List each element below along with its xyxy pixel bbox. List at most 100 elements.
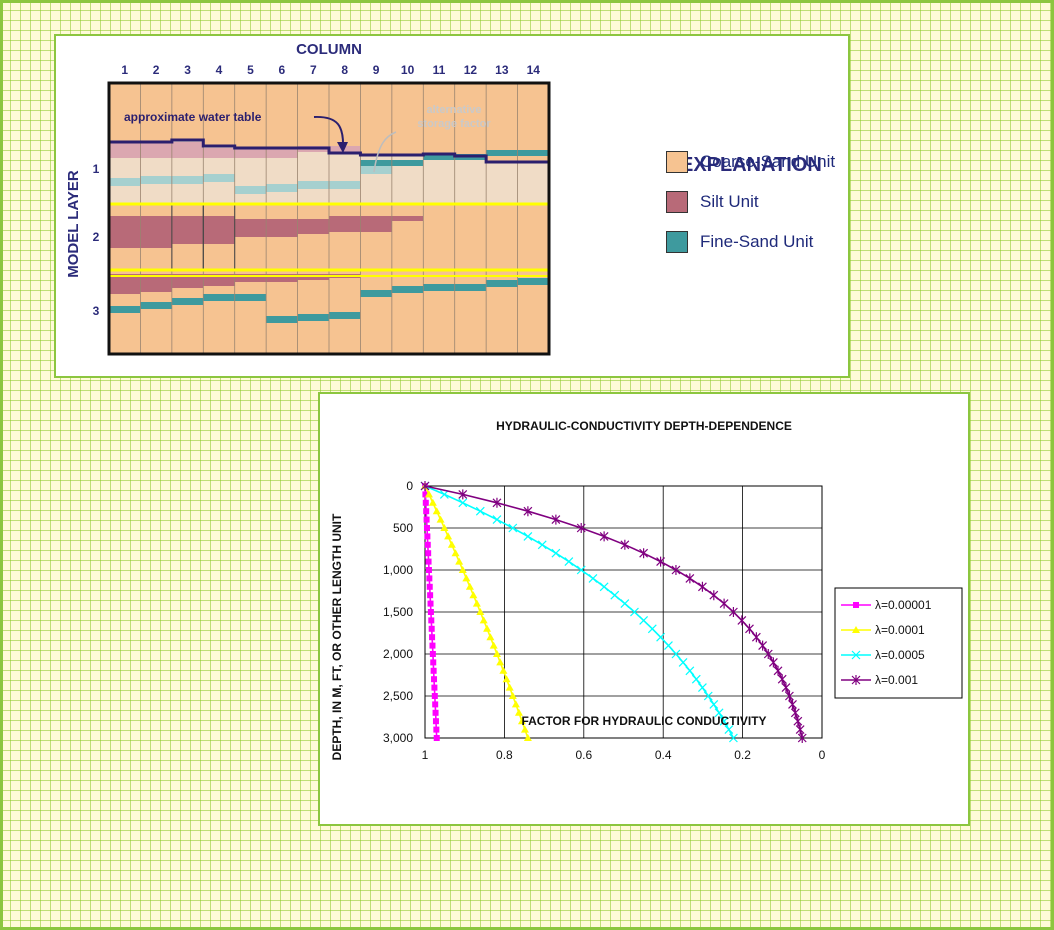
fine-sand-band bbox=[297, 314, 329, 321]
silt-band bbox=[297, 219, 329, 234]
explanation-title: EXPLANATION bbox=[680, 154, 822, 176]
series-marker-x bbox=[678, 657, 688, 667]
series-marker-square bbox=[424, 541, 431, 548]
series-marker-square bbox=[427, 600, 434, 607]
series-marker-x bbox=[599, 582, 609, 592]
model-layer-label: MODEL LAYER bbox=[65, 170, 82, 278]
series-marker-square bbox=[425, 558, 432, 565]
series-marker-star bbox=[719, 598, 729, 609]
series-marker-square bbox=[432, 709, 439, 716]
series-marker-x bbox=[698, 683, 707, 693]
series-marker-triangle bbox=[508, 692, 517, 699]
series-marker-square bbox=[423, 525, 430, 531]
fine-sand-band bbox=[203, 294, 235, 301]
fine-sand-band bbox=[329, 312, 361, 319]
series-marker-star bbox=[797, 733, 807, 743]
column-label: 9 bbox=[373, 63, 380, 77]
coarse-sand-swatch bbox=[666, 151, 688, 173]
series-marker-triangle bbox=[486, 633, 495, 641]
layer1-light-zone bbox=[423, 154, 455, 204]
series-marker-square bbox=[429, 651, 436, 657]
fine-sand-light-band bbox=[360, 166, 392, 174]
storage-annotation-line1: alternative bbox=[426, 104, 481, 116]
series-marker-triangle bbox=[489, 641, 498, 649]
cross-section-panel: COLUMN 1 2 3 4 5 6 7 8 9 10 11 12 13 14 approximate w… bbox=[54, 34, 850, 378]
series-marker-triangle bbox=[520, 725, 529, 733]
series-marker-star bbox=[709, 590, 719, 601]
series-marker-x bbox=[647, 624, 657, 634]
chart-panel: HYDRAULIC-CONDUCTIVITY DEPTH-DEPENDENCE … bbox=[318, 392, 970, 826]
series-marker-star bbox=[737, 615, 747, 626]
series-marker-x bbox=[551, 548, 561, 558]
fine-sand-band bbox=[171, 298, 204, 305]
silt-light-band bbox=[203, 148, 298, 158]
column-label: 3 bbox=[184, 63, 191, 77]
series-marker-triangle bbox=[483, 624, 492, 632]
series-marker-x bbox=[714, 708, 724, 718]
series-marker-star bbox=[671, 565, 681, 575]
series-marker-x bbox=[724, 725, 734, 735]
layer1-light-zone bbox=[329, 153, 361, 204]
series-marker-x bbox=[851, 650, 861, 660]
y-tick-label: 1,000 bbox=[383, 563, 413, 577]
series-marker-x bbox=[691, 674, 701, 684]
series-marker-x bbox=[664, 641, 673, 651]
column-label: 12 bbox=[464, 63, 478, 77]
series-marker-triangle bbox=[458, 566, 467, 573]
series-marker-triangle bbox=[502, 675, 511, 683]
coarse-sand-label: Coarse-Sand Unit bbox=[700, 152, 836, 171]
series-marker-triangle bbox=[852, 626, 860, 633]
series-marker-star bbox=[777, 674, 787, 685]
x-tick-label: 0.2 bbox=[734, 748, 751, 762]
series-marker-x bbox=[671, 649, 681, 659]
series-marker-star bbox=[728, 607, 738, 617]
water-table-arrow-icon bbox=[337, 142, 348, 153]
series-marker-triangle bbox=[472, 599, 481, 607]
series-marker-star bbox=[795, 724, 805, 735]
series-marker-x bbox=[719, 716, 729, 726]
series-marker-square bbox=[429, 634, 436, 641]
series-marker-star bbox=[751, 632, 761, 643]
y-tick-label: 1,500 bbox=[383, 605, 413, 619]
column-label: 1 bbox=[121, 63, 128, 77]
series-marker-star bbox=[458, 489, 468, 500]
fine-sand-band bbox=[140, 302, 172, 309]
series-marker-square bbox=[432, 718, 439, 725]
series-marker-triangle bbox=[462, 574, 471, 582]
series-marker-square bbox=[427, 609, 434, 615]
layer1-light-zone bbox=[297, 148, 329, 204]
y-tick-label: 2,500 bbox=[383, 689, 413, 703]
series-marker-star bbox=[781, 682, 791, 693]
series-marker-square bbox=[423, 516, 430, 523]
fine-sand-band bbox=[109, 306, 141, 313]
series-marker-triangle bbox=[451, 549, 460, 557]
series-marker-x bbox=[439, 489, 449, 499]
series-marker-square bbox=[430, 667, 437, 674]
column-label: 8 bbox=[341, 63, 348, 77]
series-marker-square bbox=[423, 508, 430, 515]
series-marker-star bbox=[851, 675, 861, 685]
column-label: 4 bbox=[216, 63, 223, 77]
fine-sand-band bbox=[266, 316, 298, 323]
series-marker-square bbox=[422, 499, 429, 506]
series-marker-star bbox=[523, 506, 533, 517]
series-marker-star bbox=[698, 581, 707, 592]
series-marker-triangle bbox=[432, 507, 441, 515]
fine-sand-light-band bbox=[266, 184, 298, 192]
y-tick-label: 3,000 bbox=[383, 731, 413, 745]
column-label: 13 bbox=[495, 63, 509, 77]
series-marker-square bbox=[431, 684, 438, 691]
series-marker-star bbox=[420, 481, 430, 491]
series-marker-square bbox=[429, 642, 436, 649]
series-marker-x bbox=[576, 565, 586, 575]
series-marker-square bbox=[433, 726, 440, 733]
series-marker-square bbox=[426, 583, 433, 590]
series-marker-star bbox=[620, 539, 630, 550]
layer1-light-zone bbox=[454, 156, 487, 204]
series-marker-triangle bbox=[514, 708, 523, 716]
silt-band bbox=[391, 216, 424, 221]
series-marker-star bbox=[773, 665, 783, 676]
series-marker-x bbox=[564, 557, 574, 567]
cross-section-diagram: COLUMN 1 2 3 4 5 6 7 8 9 10 11 12 13 14 approximate w… bbox=[65, 41, 551, 356]
